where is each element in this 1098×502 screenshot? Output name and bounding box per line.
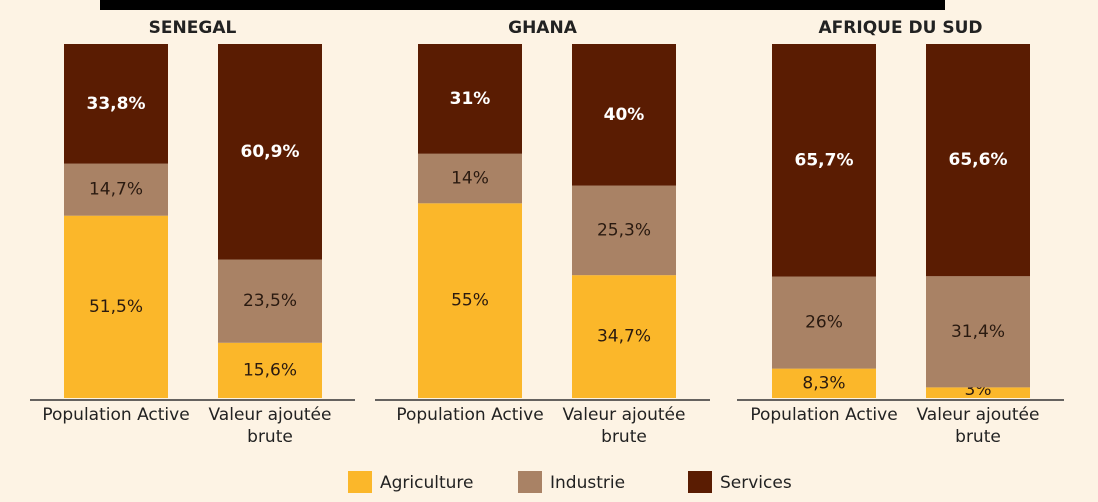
bar-segment xyxy=(572,44,676,186)
value-label: 65,7% xyxy=(795,150,854,170)
bar-segment xyxy=(418,44,522,154)
legend-label: Industrie xyxy=(550,473,625,493)
bar-segment xyxy=(572,185,676,276)
top-band xyxy=(100,0,945,10)
bar-segment xyxy=(572,275,676,398)
bar-segment xyxy=(772,44,876,277)
value-label: 65,6% xyxy=(949,150,1008,170)
bar-segment xyxy=(218,342,322,398)
x-tick-label: Population Active xyxy=(42,405,190,425)
panel-title: SENEGAL xyxy=(149,18,237,38)
bar-segment xyxy=(64,215,168,398)
bar-segment xyxy=(926,276,1030,388)
x-tick-label: Population Active xyxy=(396,405,544,425)
bar-segment xyxy=(772,276,876,369)
bar-segment xyxy=(926,44,1030,277)
value-label: 14,7% xyxy=(89,180,143,200)
value-label: 40% xyxy=(604,105,645,125)
bar-segment xyxy=(418,203,522,398)
value-label: 51,5% xyxy=(89,297,143,317)
bar-segment xyxy=(64,44,168,164)
panel-title: AFRIQUE DU SUD xyxy=(819,18,983,38)
value-label: 33,8% xyxy=(87,94,146,114)
legend-swatch xyxy=(688,471,712,493)
bar-segment xyxy=(926,387,1030,398)
legend-label: Services xyxy=(720,473,792,493)
bar-segment xyxy=(418,153,522,204)
value-label: 23,5% xyxy=(243,291,297,311)
x-tick-label: Valeur ajoutée brute xyxy=(208,405,332,447)
value-label: 31,4% xyxy=(951,322,1005,342)
bar-segment xyxy=(218,44,322,260)
value-label: 8,3% xyxy=(802,373,845,393)
x-tick-label: Valeur ajoutée brute xyxy=(916,405,1040,447)
value-label: 60,9% xyxy=(241,142,300,162)
bar-segment xyxy=(772,368,876,398)
value-label: 34,7% xyxy=(597,327,651,347)
x-tick-label: Valeur ajoutée brute xyxy=(562,405,686,447)
value-label: 31% xyxy=(450,89,491,109)
legend-label: Agriculture xyxy=(380,473,474,493)
value-label: 25,3% xyxy=(597,220,651,240)
value-label: 26% xyxy=(805,313,843,333)
panel-title: GHANA xyxy=(508,18,578,38)
value-label: 14% xyxy=(451,169,489,189)
legend-swatch xyxy=(348,471,372,493)
value-label: 55% xyxy=(451,291,489,311)
bar-segment xyxy=(64,163,168,216)
bar-segment xyxy=(218,259,322,343)
legend-swatch xyxy=(518,471,542,493)
value-label: 15,6% xyxy=(243,360,297,380)
x-tick-label: Population Active xyxy=(750,405,898,425)
